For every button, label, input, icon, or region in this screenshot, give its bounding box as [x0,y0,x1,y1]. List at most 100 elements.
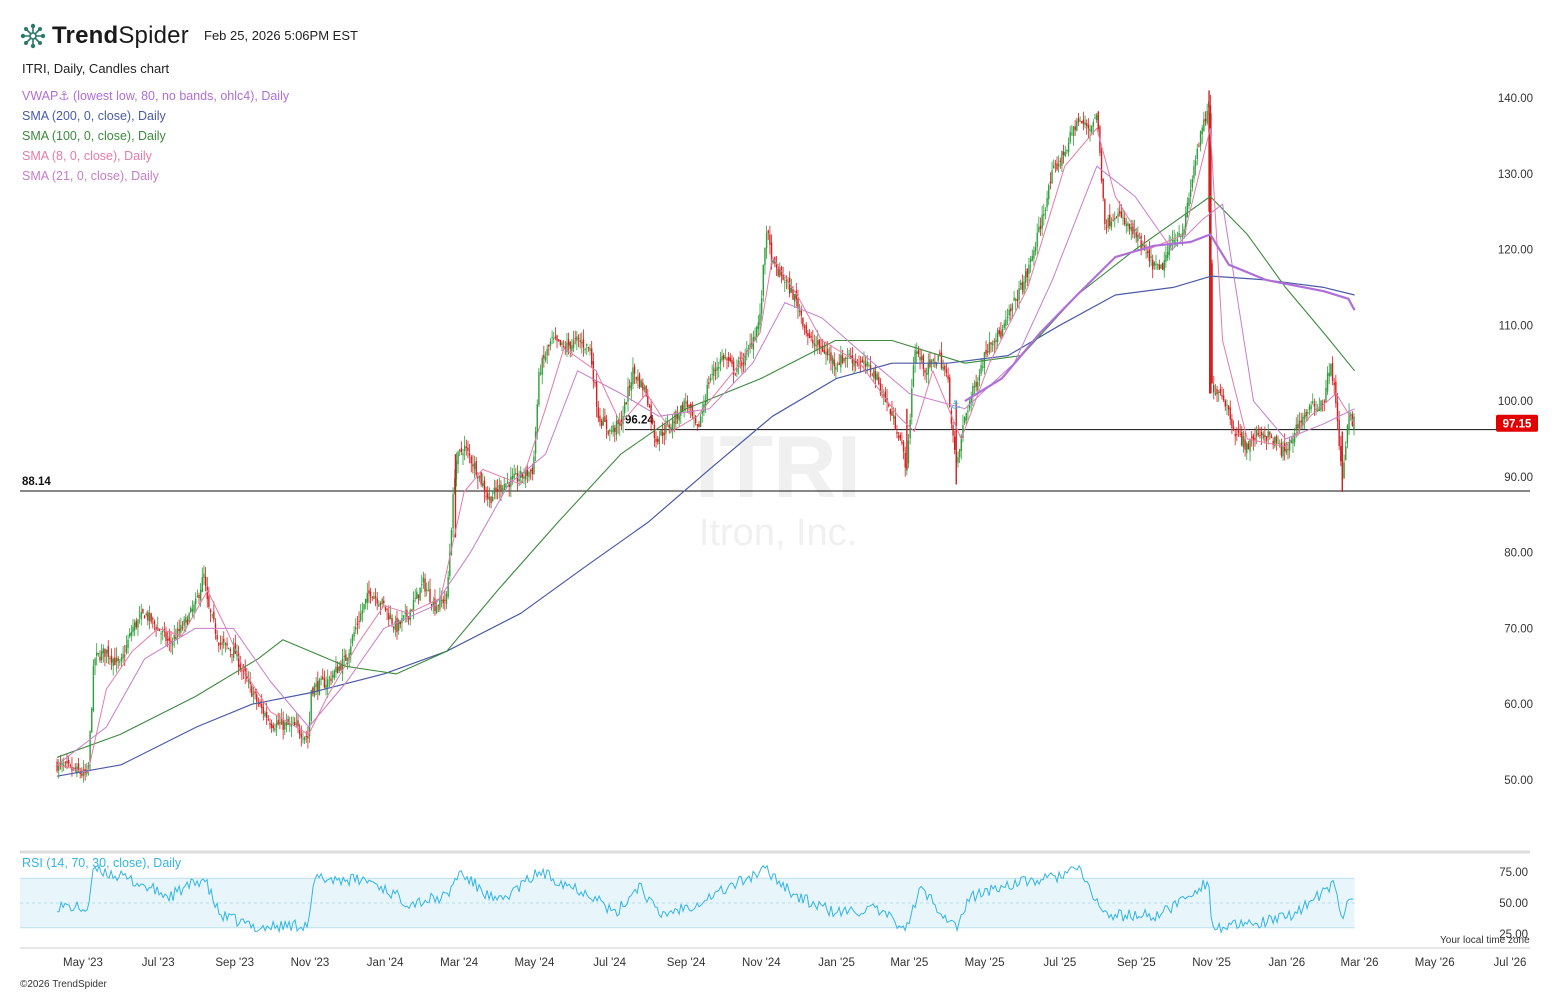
candle-body [1067,142,1070,153]
x-tick-label: Jul '26 [1494,957,1527,969]
candle-body [1052,165,1055,169]
legend-sma-100[interactable]: SMA (100, 0, close), Daily [22,129,166,143]
candle-body [1015,298,1017,301]
candle-body [435,606,438,614]
candle-body [1290,440,1292,443]
candle-body [661,432,664,436]
candle-body [1241,431,1243,446]
candle-body [538,372,540,405]
x-tick-label: Sep '25 [1117,957,1156,969]
candle-body [505,483,507,488]
candle-body [742,362,745,364]
candle-body [1003,323,1005,329]
legend-vwap[interactable]: VWAP⚓ (lowest low, 80, no bands, ohlc4),… [22,89,290,103]
legend-sma-21[interactable]: SMA (21, 0, close), Daily [22,169,159,183]
candle-body [94,658,96,666]
candle-body [685,402,687,404]
candle-body [660,429,662,436]
candle-body [1246,442,1248,454]
legend-sma-200[interactable]: SMA (200, 0, close), Daily [22,109,166,123]
candle-body [135,620,137,628]
candle-body [1140,235,1142,249]
candle-body [1054,163,1057,165]
candle-body [66,761,68,764]
candle-body [137,619,139,628]
candle-body [211,614,213,616]
candle-body [993,341,995,343]
candle-body [1312,401,1314,404]
candle-body [929,359,931,368]
candle-body [290,724,293,727]
candle-body [326,679,329,688]
candle-body [348,652,350,660]
candle-body [635,377,637,380]
candle-body [1081,121,1083,124]
candle-body [249,680,251,685]
candle-body [645,386,647,396]
candle-body [356,623,359,625]
y-tick-label: 70.00 [1504,623,1533,635]
candle-body [577,337,580,339]
candle-body [853,359,855,367]
candle-body [1165,254,1167,262]
legend-sma-8[interactable]: SMA (8, 0, close), Daily [22,149,152,163]
y-tick-label: 120.00 [1498,245,1533,257]
candle-body [1034,246,1037,252]
candle-body [541,357,543,375]
candle-body [236,651,238,657]
rsi-label[interactable]: RSI (14, 70, 30, close), Daily [22,856,182,870]
candle-body [122,653,124,659]
candle-body [1222,395,1225,401]
rsi-band [20,878,1355,928]
candle-body [224,642,227,645]
candle-body [1153,262,1156,266]
candle-body [1094,117,1096,119]
candle-body [485,495,487,497]
candle-body [866,361,868,366]
candle-body [1059,160,1061,163]
candle-body [1082,119,1085,125]
candle-body [1066,149,1068,152]
candle-body [218,642,220,646]
candle-body [128,633,131,637]
candle-body [595,381,598,407]
vwap-anchor-icon[interactable]: ⚓ [950,398,961,412]
candle-body [414,597,416,599]
candle-body [1145,252,1147,254]
watermark-symbol: ITRI [695,417,861,516]
candle-body [1221,395,1223,397]
candle-body [358,621,360,623]
candle-body [1161,263,1164,270]
candle-body [1122,217,1124,219]
candle-body [140,611,142,620]
candle-body [61,762,63,765]
candle-body [587,347,590,349]
candle-body [185,616,187,623]
candle-body [675,411,677,425]
watermark: ITRI Itron, Inc. [695,417,861,554]
candle-body [744,353,746,366]
sma-200-line [56,275,1355,777]
candle-body [455,460,458,480]
candle-body [924,369,926,373]
candle-body [384,605,387,610]
candle-body [298,728,301,735]
candle-body [686,400,689,408]
candle-body [589,348,591,351]
candle-body [711,374,713,376]
candle-body [838,362,840,365]
candle-body [787,281,789,283]
candle-body [180,624,182,633]
candle-body [1277,442,1279,444]
candle-body [142,608,144,613]
candle-body [175,637,177,640]
candle-body [843,357,845,362]
candle-body [1024,271,1027,283]
candle-body [1184,215,1187,230]
candle-body [670,426,672,432]
candle-body [394,621,397,630]
candle-body [194,598,197,605]
candle-body [284,722,286,730]
candle-body [350,646,352,655]
candle-body [252,693,255,695]
